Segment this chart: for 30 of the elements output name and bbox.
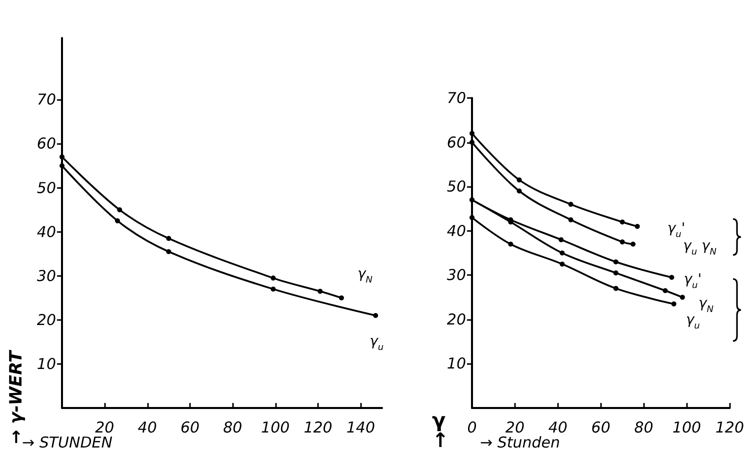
x-tick-label: 60: [591, 418, 610, 436]
y-tick-label: 50: [36, 178, 56, 197]
x-tick-label: 20: [505, 418, 524, 436]
x-tick-label: 20: [95, 418, 114, 436]
x-tick-label: 40: [138, 418, 157, 436]
y-axis-title: γ ↑: [432, 408, 449, 452]
x-tick-label: 140: [346, 418, 375, 436]
x-tick-label: 120: [715, 418, 744, 436]
x-tick-label: 40: [548, 418, 568, 436]
y-tick-label: 30: [446, 266, 466, 284]
x-tick-label: 120: [304, 418, 332, 436]
x-tick-label: 100: [672, 418, 702, 436]
x-axis-title: → Stunden: [480, 434, 560, 452]
x-tick-label: 60: [180, 418, 200, 436]
x-tick-label: 100: [261, 418, 290, 436]
y-tick-label: 60: [36, 134, 56, 153]
y-tick-label: 60: [446, 133, 466, 152]
y-tick-label: 10: [446, 354, 466, 373]
y-tick-label: 20: [446, 310, 466, 328]
y-tick-label: 70: [446, 89, 466, 107]
y-tick-label: 20: [36, 310, 56, 329]
y-tick-label: 40: [36, 222, 56, 241]
x-tick-label: 80: [223, 418, 242, 436]
x-tick-label: 0: [467, 418, 477, 436]
x-tick-label: 80: [634, 418, 654, 436]
y-tick-label: 50: [446, 178, 466, 196]
y-tick-label: 30: [36, 266, 56, 285]
y-tick-label: 10: [36, 354, 56, 373]
y-tick-label: 70: [36, 90, 56, 109]
y-tick-label: 40: [446, 222, 466, 240]
